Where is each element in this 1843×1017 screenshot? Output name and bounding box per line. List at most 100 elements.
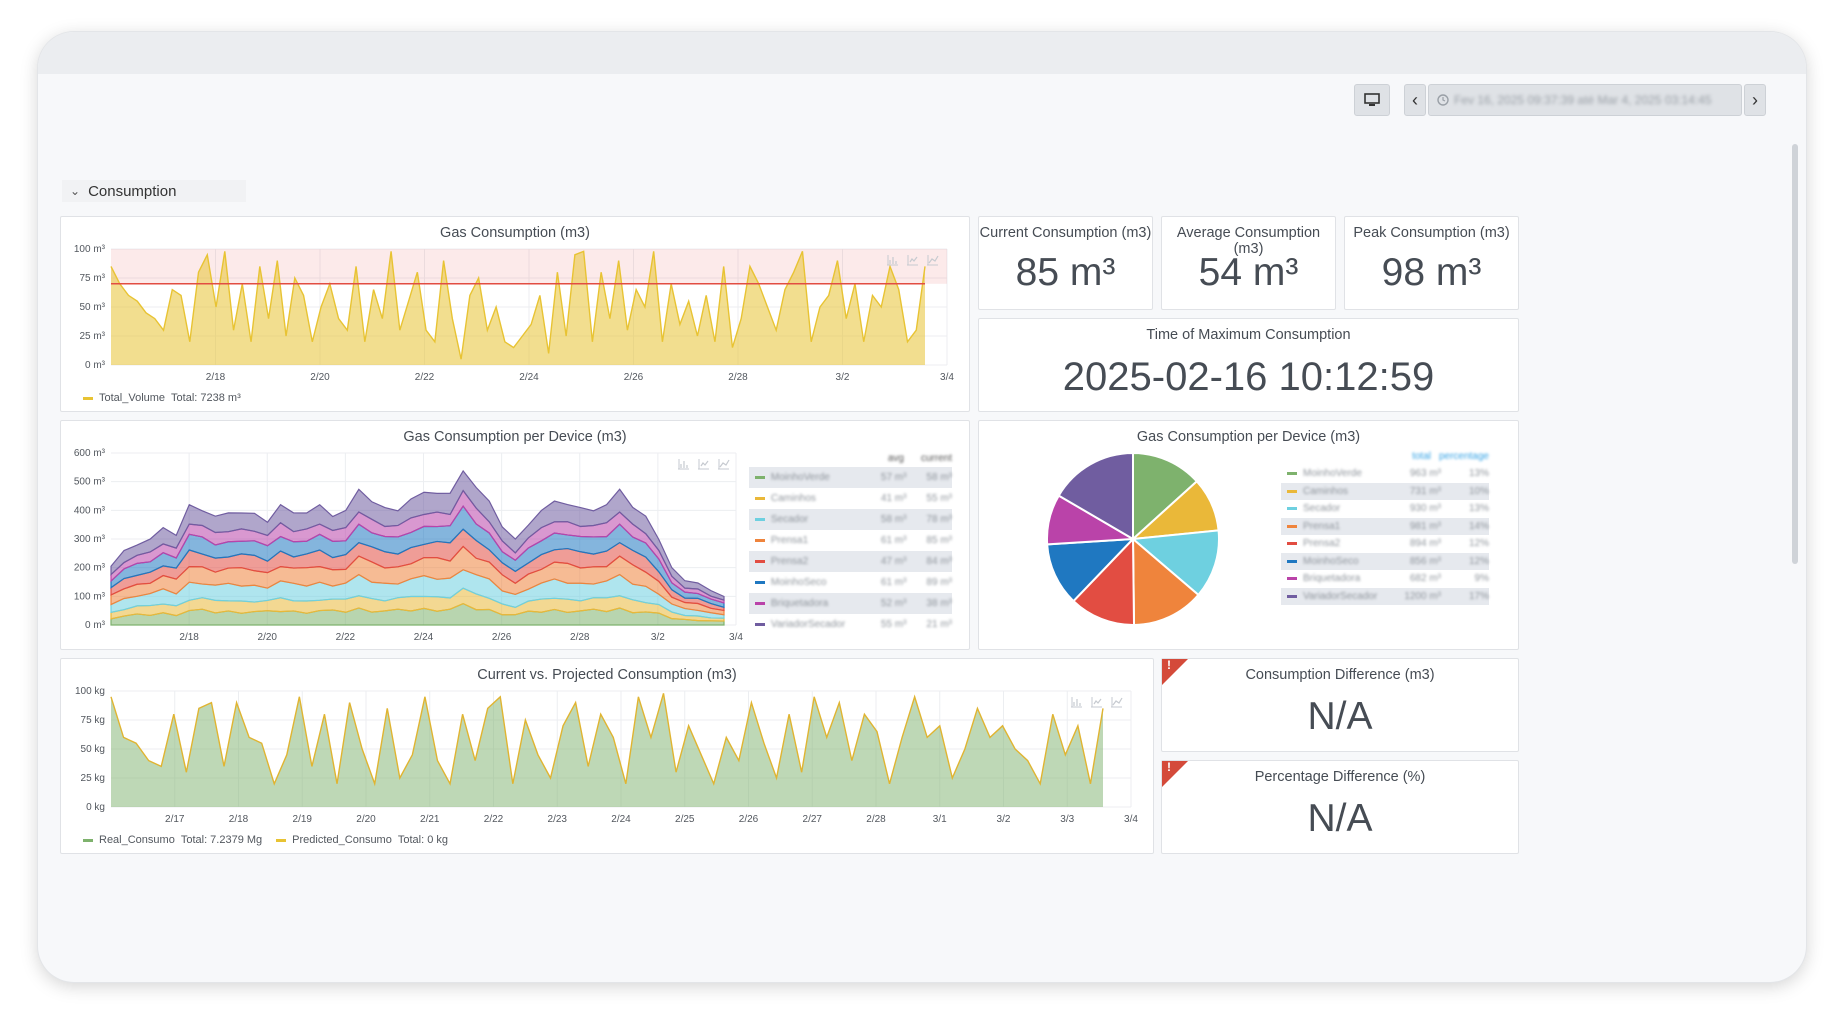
legend-swatch: [755, 476, 765, 479]
legend-swatch: [1287, 542, 1297, 546]
legend-percentage: 13%: [1468, 468, 1489, 480]
scatter-icon-axis: [907, 255, 918, 266]
time-next-button[interactable]: ›: [1744, 84, 1766, 116]
legend-device-name: Prensa1: [770, 535, 809, 546]
dashboard-toolbar: ‹ Fev 16, 2025 09:37:39 até Mar 4, 2025 …: [1354, 84, 1766, 116]
time-range-picker[interactable]: Fev 16, 2025 09:37:39 até Mar 4, 2025 03…: [1428, 84, 1742, 116]
legend-device-name: Prensa1: [1303, 520, 1341, 532]
tv-mode-button[interactable]: [1354, 84, 1390, 116]
legend-row[interactable]: Caminhos 41 m³ 55 m³: [749, 488, 952, 509]
scatter-icon[interactable]: [907, 255, 918, 266]
legend-device-name: MoinhoSeco: [770, 577, 827, 588]
x-tick-label: 2/18: [206, 372, 226, 383]
x-tick-label: 2/25: [675, 814, 695, 825]
legend-device-name: VariadorSecador: [1303, 590, 1378, 602]
legend-row[interactable]: MoinhoVerde 963 m³ 13%: [1281, 465, 1489, 483]
legend-device-name: Prensa2: [1303, 538, 1341, 550]
legend-total: Total: 7238 m³: [171, 392, 241, 404]
legend-total: 856 m³: [1409, 555, 1441, 567]
stack-area-variadorsecador: [110, 469, 725, 601]
x-tick-label: 2/26: [492, 632, 512, 643]
line-chart-icon[interactable]: [927, 255, 939, 266]
chevron-right-icon: ›: [1752, 89, 1758, 110]
legend-row[interactable]: MoinhoVerde 57 m³ 58 m³: [749, 467, 952, 488]
bar-chart-icon[interactable]: [1071, 697, 1082, 708]
legend-current: 78 m³: [926, 514, 952, 525]
legend-row[interactable]: MoinhoSeco 61 m³ 89 m³: [749, 572, 952, 593]
legend-row[interactable]: Prensa2 894 m³ 12%: [1281, 535, 1489, 553]
bar-chart-icon[interactable]: [678, 459, 689, 470]
scatter-icon[interactable]: [698, 459, 709, 470]
pie-slice-secador: [1130, 529, 1220, 597]
scatter-icon[interactable]: [1091, 697, 1102, 708]
legend-avg: 41 m³: [880, 493, 907, 504]
legend-row[interactable]: Prensa1 61 m³ 85 m³: [749, 530, 952, 551]
y-tick-label: 100 m³: [74, 244, 106, 255]
legend-device-name: Briquetadora: [1303, 573, 1361, 585]
bar-chart-icon-axis: [1071, 697, 1082, 708]
real-consumo-area: [111, 693, 1103, 807]
stat-value: 85 m³: [1015, 251, 1116, 294]
legend-row[interactable]: Secador 930 m³ 13%: [1281, 500, 1489, 518]
panel-time-of-max-consumption: Time of Maximum Consumption 2025-02-16 1…: [978, 318, 1519, 412]
clock-icon: [1437, 94, 1449, 106]
bar-chart-icon-glyph: [1073, 699, 1081, 706]
scatter-icon-axis: [1091, 697, 1102, 708]
legend-swatch: [1287, 559, 1297, 563]
alert-corner-icon[interactable]: !: [1162, 658, 1188, 685]
legend-series-name: Total_Volume: [99, 392, 166, 404]
x-tick-label: 2/22: [484, 814, 504, 825]
legend-row[interactable]: Caminhos 731 m³ 10%: [1281, 482, 1489, 500]
x-tick-label: 3/2: [836, 372, 850, 383]
legend-row[interactable]: MoinhoSeco 856 m³ 12%: [1281, 552, 1489, 570]
page-scrollbar[interactable]: [1792, 144, 1798, 564]
legend-row[interactable]: Prensa1 981 m³ 14%: [1281, 517, 1489, 535]
legend-series-name: Predicted_Consumo: [292, 834, 392, 846]
bar-chart-icon-glyph: [889, 257, 897, 264]
row-consumption-toggle[interactable]: ⌄ Consumption: [62, 180, 246, 202]
legend-row[interactable]: Briquetadora 52 m³ 38 m³: [749, 593, 952, 614]
panel-title: Peak Consumption (m3): [1353, 225, 1510, 241]
legend-swatch: [755, 560, 765, 563]
legend-swatch: [755, 539, 765, 542]
stat-value: N/A: [1307, 695, 1373, 738]
legend-device-name: MoinhoVerde: [770, 472, 830, 483]
monitor-icon: [1364, 93, 1380, 106]
dashboard-window: ‹ Fev 16, 2025 09:37:39 até Mar 4, 2025 …: [38, 32, 1806, 982]
legend-swatch: [755, 623, 765, 626]
bar-chart-icon[interactable]: [887, 255, 898, 266]
y-tick-label: 200 m³: [74, 563, 106, 574]
pie-slice-prensa1: [1131, 536, 1200, 627]
legend-row[interactable]: Prensa2 47 m³ 84 m³: [749, 551, 952, 572]
legend-row[interactable]: Secador 58 m³ 78 m³: [749, 509, 952, 530]
x-tick-label: 2/20: [258, 632, 278, 643]
stat-value: 98 m³: [1381, 251, 1482, 294]
chart-legend[interactable]: Real_Consumo Total: 7.2379 Mg Predicted_…: [83, 834, 448, 846]
real-consumo-line: [110, 693, 1104, 787]
time-prev-button[interactable]: ‹: [1404, 84, 1426, 116]
scatter-icon-glyph: [909, 256, 918, 263]
y-tick-label: 25 m³: [79, 331, 105, 342]
x-tick-label: 2/28: [570, 632, 590, 643]
legend-current: 84 m³: [926, 556, 952, 567]
line-chart-icon[interactable]: [718, 459, 730, 470]
chart-legend[interactable]: Total_Volume Total: 7238 m³: [83, 392, 241, 404]
legend-swatch: [1287, 524, 1297, 528]
panel-title: Time of Maximum Consumption: [1146, 327, 1351, 343]
y-tick-label: 600 m³: [74, 448, 106, 459]
legend-total: 682 m³: [1409, 573, 1441, 585]
legend-row[interactable]: VariadorSecador 1200 m³ 17%: [1281, 587, 1489, 605]
legend-avg: 52 m³: [880, 598, 907, 609]
legend-header-total: total: [1412, 451, 1431, 462]
y-tick-label: 50 kg: [81, 744, 105, 755]
legend-avg: 47 m³: [880, 556, 907, 567]
x-tick-label: 2/24: [519, 372, 539, 383]
legend-avg: 57 m³: [880, 472, 907, 483]
alert-corner-icon[interactable]: !: [1162, 760, 1188, 787]
line-chart-icon[interactable]: [1111, 697, 1123, 708]
y-tick-label: 25 kg: [81, 773, 105, 784]
legend-swatch: [1287, 472, 1297, 476]
legend-device-name: Caminhos: [1303, 485, 1349, 497]
legend-row[interactable]: Briquetadora 682 m³ 9%: [1281, 570, 1489, 588]
legend-row[interactable]: VariadorSecador 55 m³ 21 m³: [749, 614, 952, 635]
